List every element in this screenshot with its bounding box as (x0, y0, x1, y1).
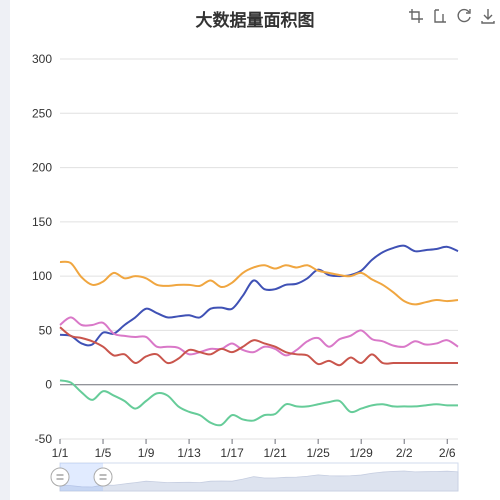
x-tick-label: 1/9 (138, 446, 155, 460)
restore-icon[interactable] (455, 7, 473, 25)
y-tick-label: 250 (32, 106, 52, 120)
datazoom-handle[interactable] (93, 467, 113, 487)
y-tick-label: 0 (45, 378, 52, 392)
x-tick-label: 1/25 (306, 446, 330, 460)
pink-series-line (59, 316, 459, 357)
y-tick-label: 200 (32, 161, 52, 175)
zoom-reset-icon[interactable] (431, 7, 449, 25)
zoom-area-icon[interactable] (407, 7, 425, 25)
red-series-line (59, 326, 458, 367)
x-tick-label: 1/21 (263, 446, 287, 460)
y-tick-label: 100 (32, 269, 52, 283)
x-tick-label: 1/5 (95, 446, 112, 460)
y-tick-label: 300 (32, 52, 52, 66)
x-tick-label: 1/1 (52, 446, 69, 460)
y-tick-label: -50 (35, 432, 53, 446)
x-tick-label: 2/6 (439, 446, 456, 460)
x-tick-label: 1/29 (350, 446, 374, 460)
orange-series-line (59, 260, 459, 306)
y-tick-label: 50 (39, 323, 53, 337)
x-tick-label: 2/2 (396, 446, 413, 460)
download-icon[interactable] (479, 7, 497, 25)
x-tick-label: 1/17 (220, 446, 244, 460)
datazoom-preview-area (59, 470, 459, 492)
chart-title: 大数据量面积图 (195, 11, 315, 31)
left-panel-strip (0, 0, 10, 500)
blue-series-line (59, 244, 459, 347)
toolbox (407, 7, 497, 25)
y-tick-label: 150 (32, 215, 52, 229)
green-series-line (59, 379, 459, 427)
datazoom-handle[interactable] (50, 467, 70, 487)
x-tick-label: 1/13 (177, 446, 201, 460)
